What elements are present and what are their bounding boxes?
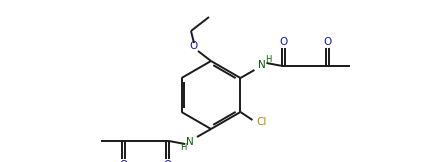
Text: O: O <box>324 37 332 47</box>
Text: O: O <box>119 160 127 162</box>
Text: O: O <box>163 160 172 162</box>
Text: O: O <box>280 37 288 47</box>
Text: N: N <box>257 60 265 70</box>
Text: Cl: Cl <box>256 117 267 127</box>
Text: H: H <box>180 143 186 151</box>
Text: H: H <box>265 56 272 64</box>
Text: O: O <box>189 41 197 51</box>
Text: N: N <box>186 137 194 147</box>
